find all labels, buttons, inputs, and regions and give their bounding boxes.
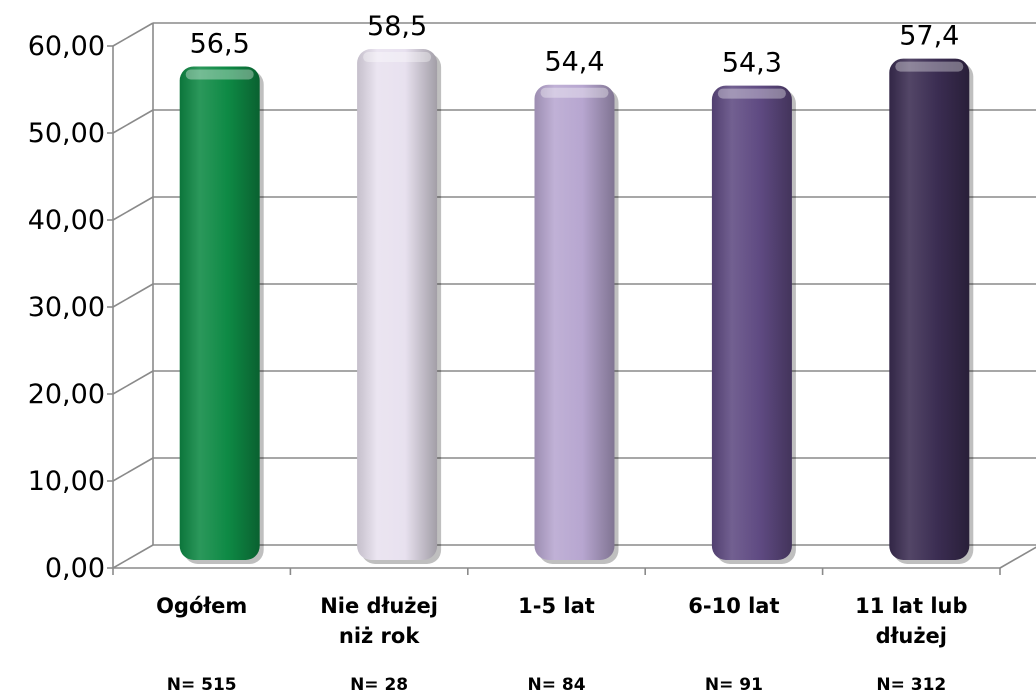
bar — [711, 85, 792, 560]
x-tick-label: 6-10 lat — [688, 594, 779, 618]
gridline — [112, 22, 1036, 47]
value-labels: 56,5 58,5 54,4 54,3 57,4 — [190, 11, 960, 79]
bar-highlight — [540, 87, 609, 98]
x-tick-label: niż rok — [339, 624, 420, 648]
bar — [179, 66, 260, 560]
bar-highlight — [895, 61, 964, 72]
floor-edge — [999, 546, 1036, 569]
data-label: 54,3 — [722, 48, 782, 79]
x-tick-label: Ogółem — [156, 594, 247, 618]
y-tick-label: 30,00 — [28, 292, 105, 323]
bar — [357, 49, 438, 561]
y-tick-label: 0,00 — [45, 553, 105, 584]
x-tick-label: Nie dłużej — [320, 594, 438, 618]
sample-size-label: N= 312 — [876, 675, 946, 694]
x-tick-label: 11 lat lub — [855, 594, 967, 618]
sample-size-labels: N= 515 N= 28 N= 84 N= 91 N= 312 — [167, 675, 946, 694]
x-tick-label: 1-5 lat — [518, 594, 595, 618]
axes — [107, 23, 1036, 575]
bar-highlight — [363, 52, 432, 63]
sample-size-label: N= 515 — [167, 675, 237, 694]
bar-highlight — [185, 69, 254, 80]
y-tick-label: 50,00 — [28, 118, 105, 149]
x-tick-label: dłużej — [876, 624, 947, 648]
sample-size-label: N= 28 — [350, 675, 408, 694]
bars — [179, 49, 974, 565]
bar — [889, 58, 970, 561]
bar-highlight — [717, 88, 786, 99]
sample-size-label: N= 84 — [527, 675, 585, 694]
data-label: 57,4 — [899, 21, 959, 52]
category-labels: Ogółem Nie dłużej niż rok 1-5 lat 6-10 lat 11… — [156, 594, 967, 648]
y-tick-label: 60,00 — [28, 31, 105, 62]
sample-size-label: N= 91 — [705, 675, 763, 694]
data-label: 56,5 — [190, 28, 250, 59]
data-label: 58,5 — [367, 11, 427, 42]
bar — [534, 84, 615, 560]
y-axis-ticks: 0,00 10,00 20,00 30,00 40,00 50,00 60,00 — [28, 31, 105, 584]
y-tick-label: 10,00 — [28, 466, 105, 497]
y-tick-label: 40,00 — [28, 205, 105, 236]
data-label: 54,4 — [544, 47, 604, 78]
y-tick-label: 20,00 — [28, 379, 105, 410]
